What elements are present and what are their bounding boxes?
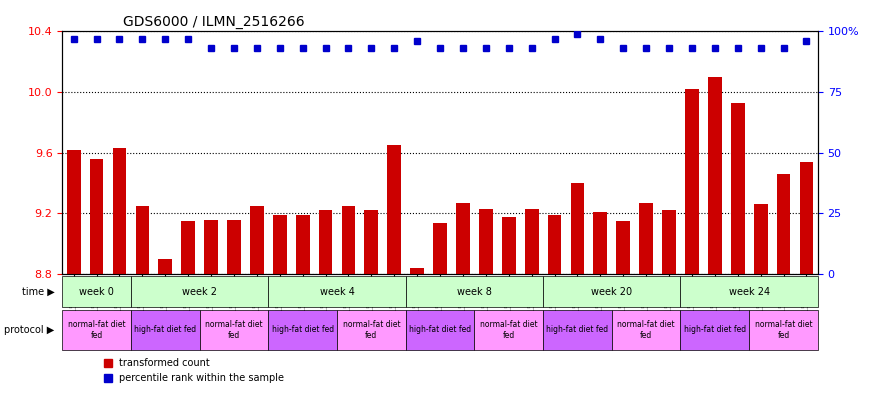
Bar	[594, 212, 607, 274]
Bar	[731, 103, 745, 274]
Bar	[479, 209, 493, 274]
Bar	[250, 206, 264, 274]
Bar	[525, 209, 539, 274]
Text: transformed count: transformed count	[119, 358, 210, 367]
FancyBboxPatch shape	[131, 276, 268, 307]
Bar	[754, 204, 767, 274]
Text: protocol ▶: protocol ▶	[4, 325, 55, 335]
Bar	[364, 211, 378, 274]
Text: time ▶: time ▶	[22, 286, 55, 296]
FancyBboxPatch shape	[475, 310, 543, 350]
Bar	[708, 77, 722, 274]
Text: high-fat diet fed: high-fat diet fed	[134, 325, 196, 334]
Bar	[571, 183, 584, 274]
FancyBboxPatch shape	[543, 276, 680, 307]
Bar	[135, 206, 149, 274]
Text: week 24: week 24	[729, 286, 770, 296]
Bar	[639, 203, 653, 274]
Text: high-fat diet fed: high-fat diet fed	[272, 325, 333, 334]
FancyBboxPatch shape	[749, 310, 818, 350]
Text: week 2: week 2	[182, 286, 217, 296]
Text: week 20: week 20	[591, 286, 632, 296]
FancyBboxPatch shape	[62, 276, 131, 307]
Text: normal-fat diet
fed: normal-fat diet fed	[342, 320, 400, 340]
Bar	[616, 221, 630, 274]
FancyBboxPatch shape	[680, 276, 818, 307]
Text: percentile rank within the sample: percentile rank within the sample	[119, 373, 284, 383]
FancyBboxPatch shape	[405, 310, 475, 350]
Bar	[502, 217, 516, 274]
Text: week 0: week 0	[79, 286, 114, 296]
FancyBboxPatch shape	[131, 310, 200, 350]
Text: normal-fat diet
fed: normal-fat diet fed	[755, 320, 813, 340]
FancyBboxPatch shape	[405, 276, 543, 307]
Bar	[777, 174, 790, 274]
Bar	[227, 220, 241, 274]
Bar	[548, 215, 562, 274]
FancyBboxPatch shape	[268, 310, 337, 350]
Bar	[433, 222, 447, 274]
Bar	[204, 220, 218, 274]
Bar	[799, 162, 813, 274]
Bar	[341, 206, 356, 274]
Text: normal-fat diet
fed: normal-fat diet fed	[480, 320, 538, 340]
Text: high-fat diet fed: high-fat diet fed	[409, 325, 471, 334]
Bar	[158, 259, 172, 274]
Bar	[685, 89, 699, 274]
Text: high-fat diet fed: high-fat diet fed	[547, 325, 608, 334]
Bar	[662, 211, 676, 274]
Text: GDS6000 / ILMN_2516266: GDS6000 / ILMN_2516266	[123, 15, 304, 29]
FancyBboxPatch shape	[680, 310, 749, 350]
FancyBboxPatch shape	[62, 310, 131, 350]
Bar	[411, 268, 424, 274]
Text: week 4: week 4	[319, 286, 355, 296]
Bar	[113, 148, 126, 274]
Text: week 8: week 8	[457, 286, 492, 296]
Text: high-fat diet fed: high-fat diet fed	[684, 325, 746, 334]
Bar	[296, 215, 309, 274]
Bar	[388, 145, 401, 274]
FancyBboxPatch shape	[268, 276, 405, 307]
Text: normal-fat diet
fed: normal-fat diet fed	[617, 320, 675, 340]
Bar	[90, 159, 103, 274]
Bar	[67, 150, 81, 274]
FancyBboxPatch shape	[337, 310, 405, 350]
Text: normal-fat diet
fed: normal-fat diet fed	[68, 320, 125, 340]
FancyBboxPatch shape	[543, 310, 612, 350]
FancyBboxPatch shape	[200, 310, 268, 350]
Bar	[456, 203, 469, 274]
Bar	[318, 211, 332, 274]
Bar	[181, 221, 195, 274]
Text: normal-fat diet
fed: normal-fat diet fed	[205, 320, 263, 340]
FancyBboxPatch shape	[612, 310, 680, 350]
Bar	[273, 215, 286, 274]
